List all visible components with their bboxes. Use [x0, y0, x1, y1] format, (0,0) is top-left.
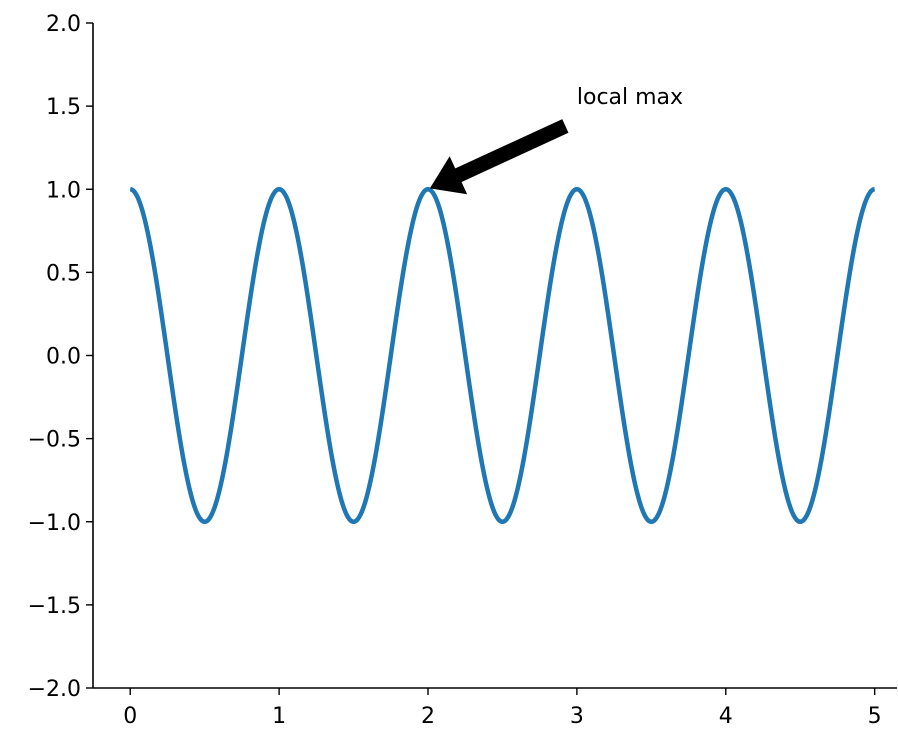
axes: −2.0 −1.5 −1.0 −0.5 0.0 0.5 1.0 1.5 2.0 0 1 2 3 4 5	[28, 12, 897, 729]
x-tick-label: 2	[421, 704, 435, 729]
y-tick-label: −1.5	[28, 594, 81, 619]
y-tick-label: −2.0	[28, 677, 81, 702]
x-tick-label: 0	[123, 704, 137, 729]
series-line-0	[128, 187, 876, 524]
x-tick-label: 1	[272, 704, 286, 729]
y-tick-label: 0.5	[46, 261, 81, 286]
x-tick-label: 4	[719, 704, 733, 729]
y-tick-label: 2.0	[46, 12, 81, 37]
y-tick-label: 1.0	[46, 178, 81, 203]
y-tick-label: 0.0	[46, 345, 81, 370]
annotation-label: local max	[577, 85, 683, 110]
y-tick-label: −0.5	[28, 428, 81, 453]
y-tick-label: −1.0	[28, 511, 81, 536]
x-tick-label: 3	[570, 704, 584, 729]
x-tick-label: 5	[868, 704, 882, 729]
annotation-arrow	[429, 119, 569, 195]
annotation-layer: local max	[429, 85, 683, 195]
series-layer	[128, 187, 876, 524]
y-tick-label: 1.5	[46, 95, 81, 120]
